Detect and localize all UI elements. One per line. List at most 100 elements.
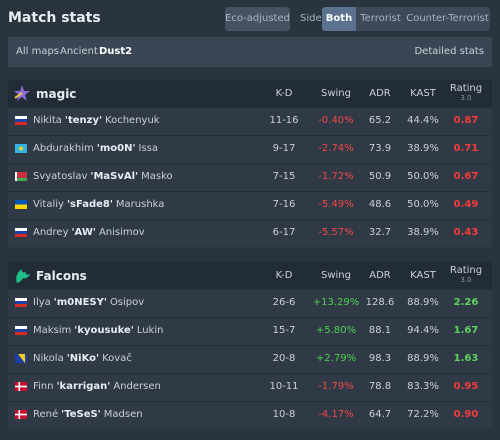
player-name[interactable]: Ilya'm0NESY' Osipov: [33, 298, 144, 308]
stat-adr: 32.7: [368, 227, 392, 238]
stat-kast: 83.3%: [407, 381, 439, 392]
stat-swing: +13.29%: [312, 297, 360, 308]
team-name[interactable]: Falcons: [36, 269, 87, 283]
player-row: [8, 317, 492, 345]
eco-adjusted-button[interactable]: Eco-adjusted: [225, 7, 290, 31]
player-flag: [15, 228, 27, 240]
player-name[interactable]: Nikola 'NiKo' Kovač: [33, 354, 132, 364]
stat-swing: -1.79%: [318, 381, 354, 392]
player-flag: [15, 298, 27, 310]
map-filter[interactable]: All maps: [16, 46, 60, 57]
rating-value: 2.26: [453, 297, 479, 308]
side-label: Side: [300, 13, 322, 24]
rating-version: 3.0: [460, 94, 472, 102]
player-name[interactable]: Maksim'kyousuke' Lukin: [33, 326, 163, 336]
flag: [15, 228, 27, 237]
stat-kast: 50.0%: [407, 199, 439, 210]
flag: [15, 326, 27, 335]
side-button[interactable]: Both: [322, 7, 356, 31]
stat-kd: 9-17: [272, 143, 296, 154]
rating-value: 0.67: [453, 171, 479, 182]
nickname: 'NiKo': [66, 353, 100, 364]
last-name: Marushka: [115, 199, 165, 210]
player-name[interactable]: René 'TeSeS' Madsen: [33, 410, 143, 420]
rating-value: 1.63: [453, 353, 479, 364]
stat-kd: 11-16: [269, 115, 299, 126]
stat-adr: 78.8: [368, 381, 392, 392]
stat-swing: -2.74%: [318, 143, 354, 154]
team-logo: [16, 269, 30, 283]
rating-header: Rating: [449, 265, 483, 276]
map-filter[interactable]: Dust2: [99, 46, 133, 57]
stat-swing: -0.40%: [318, 115, 354, 126]
stat-swing: -4.17%: [318, 409, 354, 420]
player-row: [8, 401, 492, 429]
first-name: Andrey: [33, 227, 69, 238]
nickname: 'AW': [71, 227, 96, 238]
first-name: Nikola: [33, 353, 64, 364]
player-row: [8, 345, 492, 373]
player-row: [8, 107, 492, 135]
flag: [15, 410, 27, 419]
first-name: Ilya: [33, 297, 51, 308]
first-name: Maksim: [33, 325, 72, 336]
flag: [15, 144, 27, 153]
last-name: Anisimov: [98, 227, 145, 238]
rating-value: 0.95: [453, 381, 479, 392]
player-row: [8, 163, 492, 191]
stat-kd: 6-17: [272, 227, 296, 238]
column-header: KAST: [410, 270, 436, 281]
side-button[interactable]: Terrorist: [356, 7, 405, 31]
team-name[interactable]: magic: [36, 87, 77, 101]
player-flag: [15, 410, 27, 422]
player-name[interactable]: Andrey 'AW' Anisimov: [33, 228, 145, 238]
rating-value: 0.71: [453, 143, 479, 154]
stat-adr: 64.7: [368, 409, 392, 420]
player-row: [8, 191, 492, 219]
first-name: René: [33, 409, 59, 420]
stat-adr: 48.6: [368, 199, 392, 210]
flag: [15, 354, 27, 363]
first-name: Finn: [33, 381, 54, 392]
player-name[interactable]: Nikita'tenzy' Kochenyuk: [33, 116, 160, 126]
stat-swing: +5.80%: [315, 325, 357, 336]
stat-adr: 50.9: [368, 171, 392, 182]
stat-kast: 88.9%: [407, 297, 439, 308]
player-flag: [15, 326, 27, 338]
player-row: [8, 289, 492, 317]
flag: [15, 116, 27, 125]
stat-swing: -5.57%: [318, 227, 354, 238]
column-header: K-D: [275, 88, 293, 99]
stat-kd: 26-6: [272, 297, 296, 308]
column-header: ADR: [369, 88, 391, 99]
column-header: KAST: [410, 88, 436, 99]
column-header: ADR: [369, 270, 391, 281]
filter-bar: [8, 37, 492, 67]
column-header: K-D: [275, 270, 293, 281]
team-header: [8, 80, 492, 107]
team-logo: [14, 85, 30, 101]
nickname: 'karrigan': [56, 381, 111, 392]
last-name: Issa: [138, 143, 159, 154]
map-filter[interactable]: Ancient: [60, 46, 98, 57]
stat-kast: 88.9%: [407, 353, 439, 364]
last-name: Kochenyuk: [105, 115, 160, 126]
nickname: 'tenzy': [64, 115, 103, 126]
flag: [15, 172, 27, 181]
stat-kast: 38.9%: [407, 143, 439, 154]
stat-kd: 10-8: [272, 409, 296, 420]
rating-value: 0.87: [453, 115, 479, 126]
player-name[interactable]: Finn'karrigan' Andersen: [33, 382, 161, 392]
last-name: Andersen: [113, 381, 161, 392]
player-row: [8, 219, 492, 247]
detailed-stats-link[interactable]: Detailed stats: [414, 46, 484, 57]
flag: [15, 200, 27, 209]
stat-swing: -5.49%: [318, 199, 354, 210]
player-name[interactable]: Svyatoslav 'MaSvAl' Masko: [33, 172, 173, 182]
player-name[interactable]: Vitaliy'sFade8' Marushka: [33, 200, 164, 210]
player-name[interactable]: Abdurakhim'mo0N' Issa: [33, 144, 158, 154]
side-button[interactable]: Counter-Terrorist: [405, 7, 490, 31]
stat-kast: 50.0%: [407, 171, 439, 182]
player-flag: [15, 172, 27, 184]
